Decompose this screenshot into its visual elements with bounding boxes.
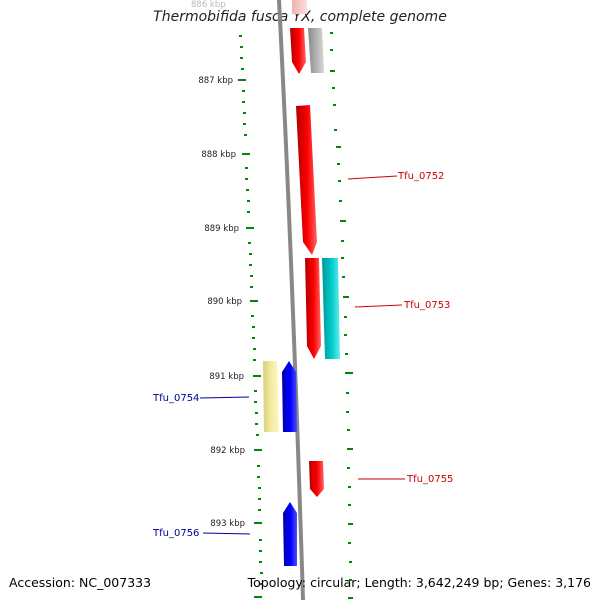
gene-label-tfu-0755[interactable]: Tfu_0755 xyxy=(406,474,453,485)
gene-tfu-0753-red xyxy=(305,258,321,359)
ruler-label-889: 889 kbp xyxy=(204,224,239,234)
ruler-label-892: 892 kbp xyxy=(210,446,245,456)
gene-leader-lines xyxy=(199,175,405,535)
gene-tfu-0753-cyan xyxy=(322,258,340,359)
map-title: Thermobifida fusca YX, complete genome xyxy=(153,9,447,25)
gene-pink-partial xyxy=(292,0,307,14)
ruler-label-891: 891 kbp xyxy=(209,372,244,382)
gene-red-1 xyxy=(290,28,306,74)
ruler-label-partial: 886 kbp xyxy=(191,0,226,10)
genome-backbone xyxy=(277,0,305,600)
genome-summary-text: Topology: circular; Length: 3,642,249 bp… xyxy=(247,575,591,590)
gene-tfu-0752 xyxy=(296,105,317,255)
gene-labels: Tfu_0752 Tfu_0753 Tfu_0754 Tfu_0755 Tfu_… xyxy=(152,171,453,539)
genes xyxy=(263,0,340,566)
ruler-label-887: 887 kbp xyxy=(198,76,233,86)
ruler-labels: 887 kbp 888 kbp 889 kbp 890 kbp 891 kbp … xyxy=(198,76,245,529)
ruler-label-893: 893 kbp xyxy=(210,519,245,529)
ruler-label-888: 888 kbp xyxy=(201,150,236,160)
gene-tfu-0754-yellow xyxy=(263,361,279,432)
ruler-label-890: 890 kbp xyxy=(207,297,242,307)
major-ticks xyxy=(238,79,262,598)
gene-label-tfu-0752[interactable]: Tfu_0752 xyxy=(397,171,444,182)
inner-tick-column xyxy=(239,35,263,585)
gene-label-tfu-0753[interactable]: Tfu_0753 xyxy=(403,300,450,311)
gene-tfu-0755 xyxy=(309,461,324,497)
gene-gray xyxy=(308,28,324,73)
gene-label-tfu-0754[interactable]: Tfu_0754 xyxy=(152,393,199,404)
gene-tfu-0756 xyxy=(283,502,297,566)
accession-text: Accession: NC_007333 xyxy=(9,575,152,590)
outer-tick-column xyxy=(330,32,353,599)
gene-label-tfu-0756[interactable]: Tfu_0756 xyxy=(152,528,199,539)
gene-tfu-0754-blue xyxy=(282,361,297,432)
